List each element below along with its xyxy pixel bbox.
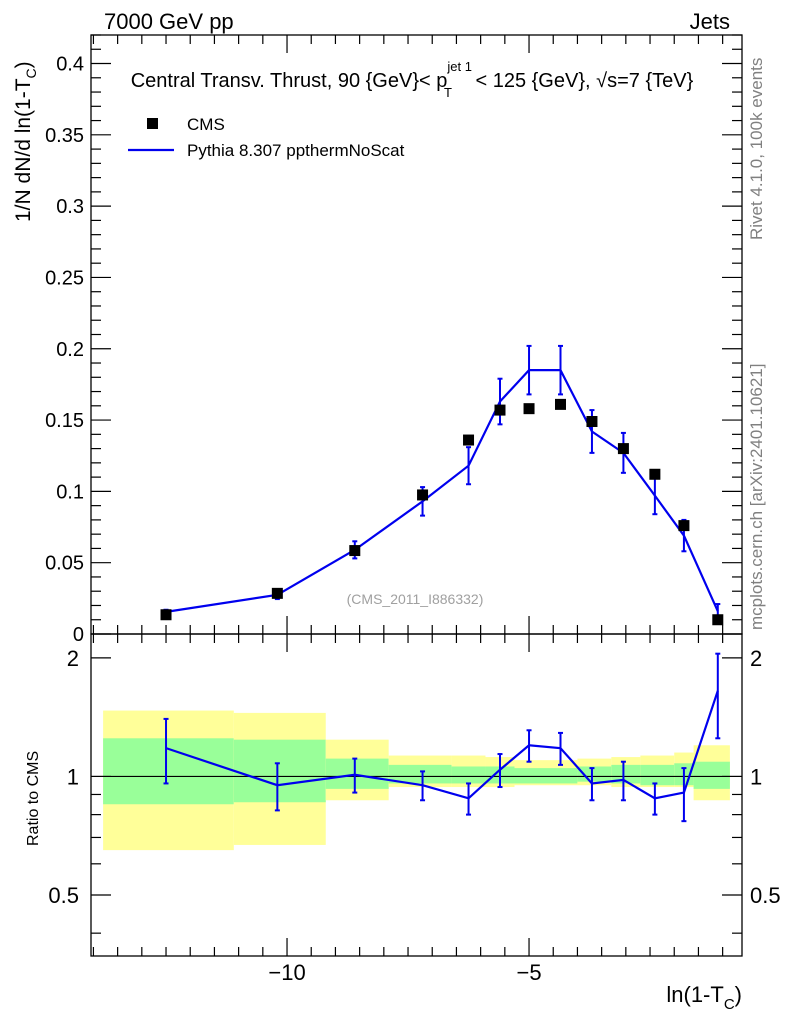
cms-data-point xyxy=(678,520,690,532)
cms-data-point xyxy=(586,415,598,427)
ratio-y-tick-label-left: 0.5 xyxy=(48,883,79,908)
cms-data-point xyxy=(617,443,629,455)
header-process: Jets xyxy=(690,9,730,34)
header-collision: 7000 GeV pp xyxy=(104,9,234,34)
analysis-watermark: (CMS_2011_I886332) xyxy=(347,591,484,607)
band-inner-2 xyxy=(325,758,389,789)
title-sub: T xyxy=(444,85,452,100)
band-inner-4 xyxy=(451,766,486,784)
band-inner-9 xyxy=(640,764,675,786)
x-axis-label: ln(1-TC) xyxy=(666,982,742,1013)
cms-data-point xyxy=(712,614,724,626)
ylabel-sub: C xyxy=(23,68,39,78)
side-label-mcplots: mcplots.cern.ch [arXiv:2401.10621] xyxy=(747,364,766,630)
title-prefix: Central Transv. Thrust, 90 {GeV}< p xyxy=(131,70,448,92)
legend-cms-marker xyxy=(147,118,158,129)
main-y-tick-label: 0.2 xyxy=(56,339,84,361)
main-y-tick-label: 0 xyxy=(73,624,84,646)
legend-pythia-label: Pythia 8.307 ppthermNoScat xyxy=(187,141,405,160)
main-y-tick-label: 0.4 xyxy=(56,54,84,76)
ratio-y-tick-label-left: 2 xyxy=(67,646,79,671)
ratio-y-tick-label-right: 2 xyxy=(750,646,762,671)
side-label-rivet: Rivet 4.1.0, 100k events xyxy=(747,58,766,240)
band-inner-8 xyxy=(611,764,641,784)
main-panel-data xyxy=(160,344,724,626)
cms-data-point xyxy=(160,609,172,621)
ylabel-close: ) xyxy=(12,61,35,68)
xlabel-main: ln(1-T xyxy=(666,982,723,1007)
cms-data-point xyxy=(523,403,535,415)
xlabel-close: ) xyxy=(735,982,742,1007)
title-suffix: < 125 {GeV}, √s=7 {TeV} xyxy=(470,70,694,92)
plot-title: Central Transv. Thrust, 90 {GeV}< pjet 1… xyxy=(131,59,694,100)
ratio-y-tick-label-left: 1 xyxy=(67,764,79,789)
cms-data-point xyxy=(494,404,506,416)
ratio-y-axis-label: Ratio to CMS xyxy=(25,751,42,846)
cms-data-point xyxy=(271,587,283,599)
main-y-axis-label: 1/N dN/d ln(1-TC) xyxy=(12,61,39,222)
main-y-tick-label: 0.15 xyxy=(45,410,84,432)
uncertainty-bands xyxy=(103,710,730,851)
x-tick-label: −5 xyxy=(516,960,541,985)
ratio-y-tick-label-right: 1 xyxy=(750,764,762,789)
ylabel-main: 1/N dN/d ln(1-T xyxy=(12,78,35,222)
band-inner-1 xyxy=(233,739,326,803)
ratio-y-tick-label-right: 0.5 xyxy=(750,883,781,908)
band-inner-11 xyxy=(693,761,730,789)
cms-data-point xyxy=(463,434,475,446)
ratio-panel-data xyxy=(163,652,721,823)
cms-data-point xyxy=(349,545,361,557)
legend-cms-label: CMS xyxy=(187,115,225,134)
pythia-line xyxy=(165,369,719,613)
xlabel-sub: C xyxy=(724,996,735,1013)
cms-data-point xyxy=(649,468,661,480)
band-inner-6 xyxy=(514,768,578,784)
main-y-tick-label: 0.35 xyxy=(45,125,84,147)
axis-ticks: 0 0.05 0.1 0.15 0.2 0.25 0.3 0.35 0.4 −10 −5 0.5 0.5… xyxy=(45,34,781,985)
main-y-tick-label: 0.1 xyxy=(56,481,84,503)
main-y-tick-label: 0.05 xyxy=(45,553,84,575)
band-inner-3 xyxy=(388,764,452,784)
main-y-tick-label: 0.25 xyxy=(45,267,84,289)
cms-data-point xyxy=(554,398,566,410)
x-tick-label: −10 xyxy=(268,960,305,985)
cms-data-point xyxy=(417,489,429,501)
main-y-tick-label: 0.3 xyxy=(56,196,84,218)
title-sup: jet 1 xyxy=(446,59,472,74)
